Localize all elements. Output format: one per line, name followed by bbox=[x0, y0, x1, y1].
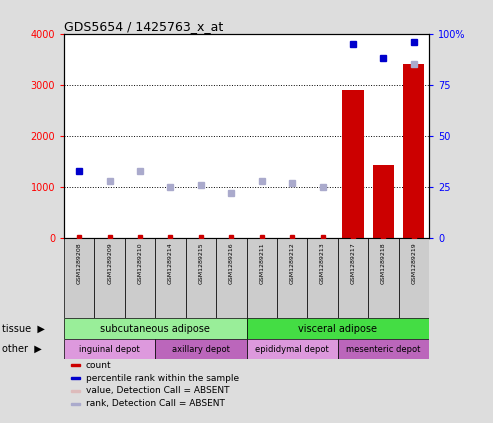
Text: other  ▶: other ▶ bbox=[2, 344, 42, 354]
Bar bbox=[71, 403, 80, 405]
Bar bbox=[71, 377, 80, 379]
Bar bbox=[71, 390, 80, 392]
Text: axillary depot: axillary depot bbox=[172, 344, 230, 354]
Text: epididymal depot: epididymal depot bbox=[255, 344, 329, 354]
Text: GSM1289219: GSM1289219 bbox=[411, 242, 416, 284]
Text: percentile rank within the sample: percentile rank within the sample bbox=[86, 374, 239, 383]
Text: GSM1289208: GSM1289208 bbox=[77, 242, 82, 284]
Text: GSM1289213: GSM1289213 bbox=[320, 242, 325, 284]
Text: tissue  ▶: tissue ▶ bbox=[2, 324, 45, 334]
Bar bbox=[307, 238, 338, 319]
Text: GSM1289212: GSM1289212 bbox=[289, 242, 295, 284]
Bar bbox=[155, 238, 186, 319]
Text: GDS5654 / 1425763_x_at: GDS5654 / 1425763_x_at bbox=[64, 20, 223, 33]
Text: GSM1289218: GSM1289218 bbox=[381, 242, 386, 284]
Bar bbox=[277, 238, 307, 319]
Bar bbox=[64, 238, 95, 319]
Text: GSM1289216: GSM1289216 bbox=[229, 242, 234, 284]
Bar bbox=[64, 339, 155, 359]
Bar bbox=[398, 238, 429, 319]
Bar bbox=[246, 238, 277, 319]
Bar bbox=[246, 339, 338, 359]
Bar bbox=[373, 165, 394, 238]
Bar bbox=[403, 64, 424, 238]
Text: GSM1289214: GSM1289214 bbox=[168, 242, 173, 284]
Bar bbox=[64, 319, 246, 339]
Text: GSM1289217: GSM1289217 bbox=[351, 242, 355, 284]
Text: GSM1289215: GSM1289215 bbox=[198, 242, 204, 284]
Bar bbox=[216, 238, 246, 319]
Bar bbox=[95, 238, 125, 319]
Bar bbox=[338, 238, 368, 319]
Bar bbox=[368, 238, 398, 319]
Bar bbox=[342, 90, 363, 238]
Text: subcutaneous adipose: subcutaneous adipose bbox=[101, 324, 210, 334]
Bar bbox=[125, 238, 155, 319]
Bar bbox=[71, 364, 80, 366]
Text: mesenteric depot: mesenteric depot bbox=[346, 344, 421, 354]
Bar bbox=[155, 339, 246, 359]
Text: visceral adipose: visceral adipose bbox=[298, 324, 377, 334]
Text: count: count bbox=[86, 361, 111, 370]
Bar bbox=[246, 319, 429, 339]
Text: GSM1289211: GSM1289211 bbox=[259, 242, 264, 284]
Text: rank, Detection Call = ABSENT: rank, Detection Call = ABSENT bbox=[86, 399, 225, 408]
Bar bbox=[338, 339, 429, 359]
Text: inguinal depot: inguinal depot bbox=[79, 344, 140, 354]
Text: GSM1289209: GSM1289209 bbox=[107, 242, 112, 284]
Text: value, Detection Call = ABSENT: value, Detection Call = ABSENT bbox=[86, 386, 229, 396]
Text: GSM1289210: GSM1289210 bbox=[138, 242, 142, 284]
Bar bbox=[186, 238, 216, 319]
